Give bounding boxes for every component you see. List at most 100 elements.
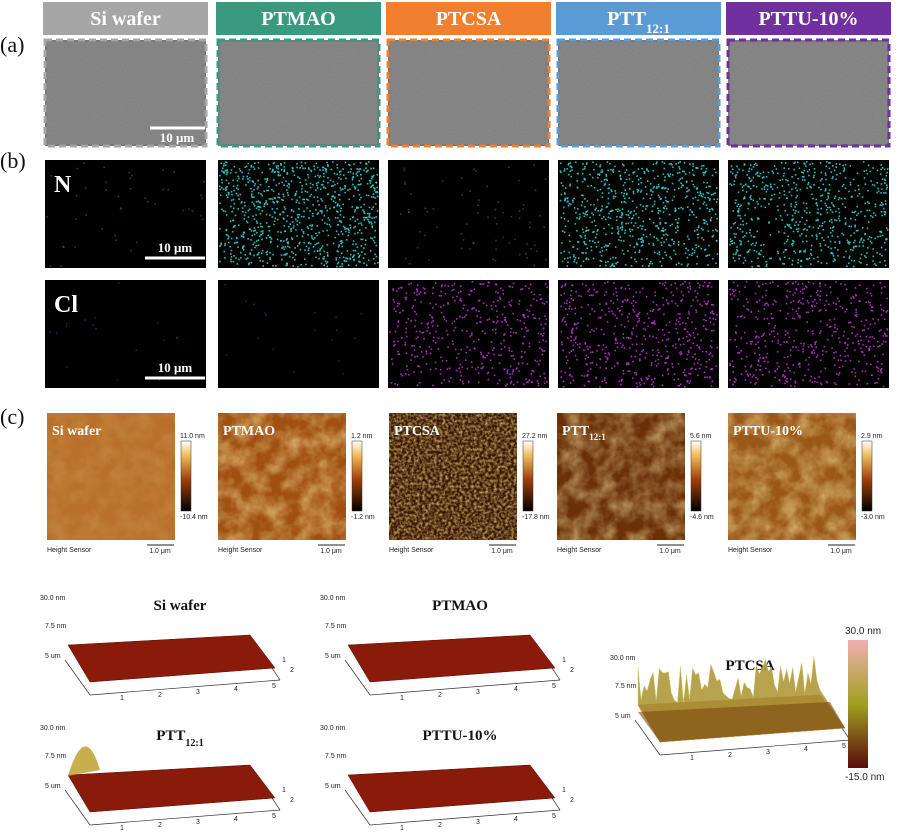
eds-dot bbox=[667, 357, 669, 359]
eds-dot bbox=[374, 262, 376, 265]
eds-dot bbox=[416, 284, 419, 286]
eds-dot bbox=[856, 333, 859, 336]
eds-dot bbox=[637, 226, 639, 229]
eds-dot bbox=[571, 375, 573, 378]
eds-dot bbox=[804, 228, 806, 230]
eds-dot bbox=[231, 193, 233, 196]
eds-dot bbox=[855, 313, 858, 316]
eds-dot bbox=[321, 212, 323, 214]
eds-dot bbox=[503, 334, 505, 336]
eds-dot bbox=[536, 250, 538, 253]
eds-dot bbox=[472, 242, 475, 245]
eds-dot bbox=[650, 261, 652, 263]
eds-dot bbox=[304, 190, 307, 193]
x-tick: 3 bbox=[196, 819, 200, 826]
eds-dot bbox=[337, 245, 340, 248]
eds-dot bbox=[259, 260, 262, 262]
eds-dot bbox=[372, 196, 375, 198]
eds-dot bbox=[523, 316, 526, 319]
eds-dot bbox=[582, 212, 585, 214]
eds-dot bbox=[477, 299, 480, 302]
eds-dot bbox=[561, 242, 563, 244]
eds-dot bbox=[873, 263, 876, 265]
eds-dot bbox=[516, 318, 519, 321]
eds-dot bbox=[271, 208, 274, 210]
eds-dot bbox=[375, 244, 378, 247]
eds-dot bbox=[439, 373, 442, 375]
z-label: 7.5 nm bbox=[45, 753, 67, 760]
eds-dot bbox=[777, 285, 779, 287]
eds-dot bbox=[543, 372, 545, 375]
eds-dot bbox=[224, 187, 227, 189]
axis bbox=[89, 679, 281, 696]
eds-dot bbox=[689, 285, 692, 288]
eds-dot bbox=[313, 165, 315, 167]
eds-dot bbox=[711, 355, 714, 357]
eds-dot bbox=[600, 180, 603, 183]
eds-dot bbox=[270, 240, 272, 243]
eds-dot bbox=[655, 337, 658, 339]
eds-dot bbox=[862, 241, 864, 244]
eds-dot bbox=[865, 335, 868, 338]
eds-dot bbox=[695, 216, 698, 219]
eds-dot bbox=[870, 215, 872, 217]
eds-dot bbox=[447, 303, 450, 305]
sample-name: PTT bbox=[156, 728, 185, 744]
axis bbox=[659, 739, 851, 756]
eds-dot bbox=[478, 338, 480, 341]
eds-dot bbox=[703, 281, 706, 284]
eds-dot bbox=[441, 382, 443, 384]
eds-dot bbox=[225, 233, 228, 236]
eds-dot bbox=[794, 212, 796, 214]
eds-dot bbox=[313, 250, 316, 253]
eds-dot bbox=[765, 176, 768, 178]
eds-dot bbox=[661, 384, 664, 387]
eds-dot bbox=[639, 204, 642, 206]
eds-dot bbox=[254, 246, 256, 249]
eds-dot bbox=[838, 372, 841, 374]
eds-dot bbox=[74, 246, 76, 248]
eds-dot bbox=[651, 262, 654, 265]
eds-dot bbox=[708, 210, 711, 213]
eds-dot bbox=[424, 292, 426, 295]
eds-dot bbox=[645, 205, 648, 208]
eds-dot bbox=[680, 263, 683, 266]
eds-dot bbox=[752, 176, 755, 179]
eds-dot bbox=[821, 178, 823, 180]
eds-dot bbox=[834, 259, 836, 262]
eds-dot bbox=[787, 313, 789, 315]
eds-dot bbox=[620, 216, 623, 219]
eds-dot bbox=[580, 265, 582, 267]
eds-dot bbox=[339, 240, 342, 242]
eds-dot bbox=[605, 178, 607, 181]
eds-dot bbox=[240, 201, 243, 203]
eds-dot bbox=[637, 189, 640, 192]
eds-dot bbox=[501, 321, 503, 323]
eds-dot bbox=[621, 305, 623, 308]
eds-dot bbox=[305, 198, 308, 201]
eds-dot bbox=[232, 260, 235, 263]
eds-dot bbox=[740, 240, 742, 243]
header-box bbox=[726, 2, 891, 35]
eds-dot bbox=[303, 198, 306, 201]
eds-dot bbox=[621, 213, 624, 216]
eds-dot bbox=[848, 322, 850, 324]
eds-dot bbox=[639, 291, 641, 294]
eds-dot bbox=[313, 196, 316, 198]
eds-dot bbox=[288, 183, 290, 186]
eds-dot bbox=[852, 247, 855, 249]
eds-dot bbox=[417, 365, 419, 367]
eds-dot bbox=[373, 217, 376, 219]
eds-dot bbox=[704, 328, 707, 330]
eds-dot bbox=[607, 202, 610, 205]
eds-dot bbox=[461, 380, 464, 383]
eds-dot bbox=[619, 174, 622, 177]
eds-dot bbox=[612, 171, 615, 173]
eds-dot bbox=[237, 208, 240, 210]
eds-dot bbox=[443, 318, 446, 321]
eds-dot bbox=[632, 295, 635, 298]
eds-dot bbox=[629, 347, 631, 349]
eds-dot bbox=[773, 327, 776, 329]
eds-dot bbox=[327, 193, 330, 196]
eds-dot bbox=[500, 354, 502, 357]
